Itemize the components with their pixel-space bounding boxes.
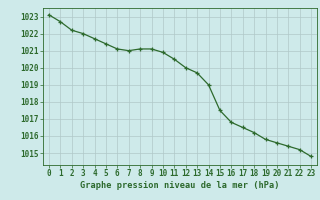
X-axis label: Graphe pression niveau de la mer (hPa): Graphe pression niveau de la mer (hPa)	[80, 181, 280, 190]
